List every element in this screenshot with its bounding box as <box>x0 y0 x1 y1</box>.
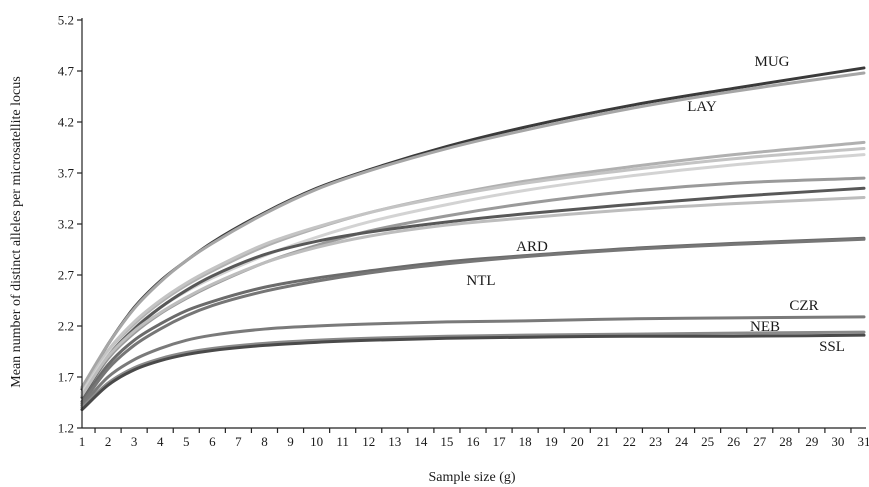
y-tick-label: 5.2 <box>58 13 74 28</box>
series-label-ssl: SSL <box>819 339 845 355</box>
series-line-lay <box>80 71 866 389</box>
x-tick-label: 5 <box>183 434 190 449</box>
x-tick-label: 7 <box>235 434 242 449</box>
x-tick-label: 9 <box>287 434 294 449</box>
series-label-neb: NEB <box>750 319 780 335</box>
y-tick-label: 4.2 <box>58 115 74 130</box>
x-tick-label: 13 <box>388 434 401 449</box>
y-tick-label: 3.7 <box>58 166 75 181</box>
series-line-unlabeled-7 <box>80 195 866 397</box>
x-tick-label: 30 <box>831 434 844 449</box>
x-tick-label: 18 <box>519 434 532 449</box>
x-tick-label: 3 <box>131 434 138 449</box>
series-line-unlabeled-6 <box>80 186 866 399</box>
x-tick-label: 2 <box>105 434 112 449</box>
x-tick-label: 11 <box>336 434 349 449</box>
series-line-neb <box>80 330 866 410</box>
x-tick-label: 10 <box>310 434 323 449</box>
x-axis-title: Sample size (g) <box>428 470 515 485</box>
x-tick-label: 22 <box>623 434 636 449</box>
series-labels: MUG LAY ARD NTL CZR NEB SSL <box>466 54 845 355</box>
x-tick-label: 16 <box>467 434 481 449</box>
x-tick-label: 15 <box>440 434 453 449</box>
y-tick-label: 1.7 <box>58 370 75 385</box>
series-line-czr <box>80 315 866 408</box>
x-tick-label: 21 <box>597 434 610 449</box>
series-label-lay: LAY <box>687 99 717 115</box>
series-line-mug <box>80 66 866 391</box>
series-label-ard: ARD <box>516 239 548 255</box>
x-tick-label: 28 <box>779 434 792 449</box>
series-line-ntl <box>80 237 866 406</box>
series-label-czr: CZR <box>789 298 818 314</box>
x-tick-label: 17 <box>493 434 507 449</box>
x-tick-label: 24 <box>675 434 689 449</box>
x-tick-label: 23 <box>649 434 662 449</box>
x-tick-label: 25 <box>701 434 714 449</box>
x-tick-label: 19 <box>545 434 558 449</box>
x-tick-label: 29 <box>805 434 818 449</box>
x-tick-label: 1 <box>79 434 86 449</box>
x-tick-label: 14 <box>414 434 428 449</box>
series-line-unlabeled-3 <box>80 147 866 394</box>
x-tick-label: 26 <box>727 434 741 449</box>
series-line-ssl <box>80 333 866 412</box>
y-tick-label: 2.7 <box>58 268 75 283</box>
series-label-mug: MUG <box>754 54 789 70</box>
x-tick-label: 4 <box>157 434 164 449</box>
series-lines <box>80 66 866 412</box>
x-tick-label: 6 <box>209 434 216 449</box>
series-label-ntl: NTL <box>466 273 495 289</box>
y-tick-label: 4.7 <box>58 64 75 79</box>
x-tick-label: 8 <box>261 434 268 449</box>
y-axis-title: Mean number of distinct alleles per micr… <box>9 76 24 387</box>
y-tick-label: 2.2 <box>58 319 74 334</box>
x-tick-label: 27 <box>753 434 767 449</box>
series-line-ard <box>80 236 866 403</box>
y-tick-label: 3.2 <box>58 217 74 232</box>
series-line-unlabeled-2 <box>80 140 866 394</box>
x-tick-label: 20 <box>571 434 584 449</box>
x-tick-label: 12 <box>362 434 375 449</box>
axes: 1.21.72.22.73.23.74.24.75.21 2 3 4 5 6 7 8 9 10 11… <box>58 13 869 450</box>
y-tick-label: 1.2 <box>58 421 74 436</box>
x-tick-label: 31 <box>858 434 869 449</box>
